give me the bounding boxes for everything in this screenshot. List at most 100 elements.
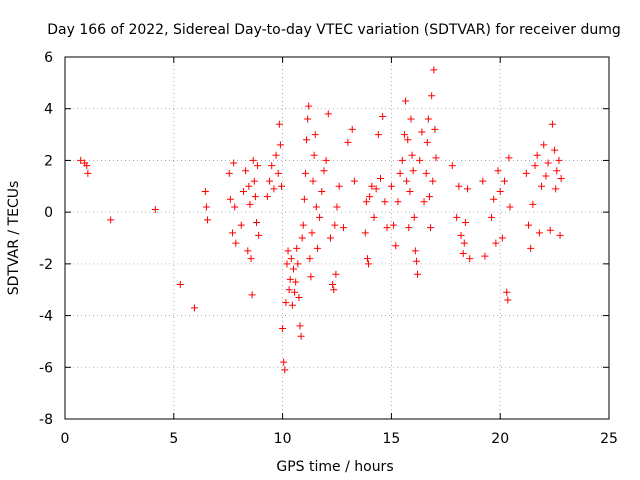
data-point <box>288 301 296 309</box>
x-tick-label: 20 <box>491 431 509 447</box>
data-point <box>303 136 311 144</box>
data-point <box>503 288 511 296</box>
data-point <box>300 195 308 203</box>
data-point <box>400 131 408 139</box>
data-point <box>556 231 564 239</box>
y-tick-label: -2 <box>39 257 53 273</box>
y-tick-labels: -8 -6 -4 -2 0 2 4 6 <box>39 50 53 428</box>
data-point <box>278 182 286 190</box>
data-point <box>254 162 262 170</box>
data-point <box>370 213 378 221</box>
data-point <box>313 244 321 252</box>
data-point <box>326 234 334 242</box>
data-point <box>407 115 415 123</box>
data-point <box>322 156 330 164</box>
data-point <box>379 112 387 120</box>
data-point <box>535 229 543 237</box>
data-point <box>427 224 435 232</box>
data-point <box>310 151 318 159</box>
data-point <box>77 156 85 164</box>
data-point <box>245 182 253 190</box>
data-point <box>506 203 514 211</box>
y-tick-label: 6 <box>44 50 53 66</box>
data-point <box>285 286 293 294</box>
data-point <box>320 167 328 175</box>
data-point <box>425 193 433 201</box>
data-point <box>538 182 546 190</box>
data-point <box>248 291 256 299</box>
x-tick-label: 0 <box>61 431 70 447</box>
data-point <box>487 213 495 221</box>
data-point <box>531 162 539 170</box>
data-point <box>404 136 412 144</box>
data-point <box>292 278 300 286</box>
data-point <box>546 226 554 234</box>
data-point <box>251 193 259 201</box>
data-point <box>527 244 535 252</box>
data-point <box>270 185 278 193</box>
data-point <box>553 167 561 175</box>
data-point <box>279 325 287 332</box>
data-point <box>412 257 420 265</box>
data-point <box>249 156 257 164</box>
data-point <box>409 167 417 175</box>
data-point <box>387 182 395 190</box>
data-point <box>383 224 391 232</box>
x-tick-labels: 0 5 10 15 20 25 <box>61 431 618 447</box>
data-point <box>363 255 371 263</box>
data-point <box>306 255 314 263</box>
data-point <box>423 138 431 146</box>
data-point <box>460 239 468 247</box>
data-point <box>557 175 565 183</box>
data-point <box>330 286 338 294</box>
data-point <box>403 177 411 185</box>
data-point <box>295 293 303 301</box>
data-point <box>311 131 319 139</box>
data-point <box>394 198 402 206</box>
data-point <box>402 97 410 105</box>
data-point <box>280 358 288 366</box>
data-point <box>255 231 263 239</box>
data-point <box>551 146 559 154</box>
y-axis-label: SDTVAR / TECUs <box>6 181 22 296</box>
data-point <box>293 244 301 252</box>
data-point <box>542 172 550 180</box>
data-point <box>374 131 382 139</box>
data-point <box>411 247 419 255</box>
data-point <box>466 255 474 263</box>
data-point <box>398 156 406 164</box>
data-point <box>479 177 487 185</box>
data-point <box>390 221 398 229</box>
data-point <box>291 288 299 296</box>
data-point <box>457 231 465 239</box>
data-point <box>289 265 297 273</box>
data-point <box>333 203 341 211</box>
data-point <box>286 275 294 283</box>
data-point <box>344 138 352 146</box>
data-point <box>299 221 307 229</box>
data-point <box>555 156 563 164</box>
data-point <box>501 177 509 185</box>
data-point <box>298 234 306 242</box>
y-tick-label: -4 <box>39 309 53 325</box>
data-point <box>307 273 315 281</box>
data-point <box>372 185 380 193</box>
x-tick-label: 5 <box>169 431 178 447</box>
data-point <box>272 151 280 159</box>
data-point <box>252 218 260 226</box>
data-point <box>377 175 385 183</box>
data-point <box>453 213 461 221</box>
data-point <box>505 154 513 162</box>
y-tick-label: 0 <box>44 205 53 221</box>
data-point <box>366 193 374 201</box>
data-point <box>544 159 552 167</box>
data-point <box>318 187 326 195</box>
data-point <box>331 221 339 229</box>
data-point <box>464 185 472 193</box>
data-point <box>329 281 337 289</box>
data-point <box>350 177 358 185</box>
axis-ticks <box>64 56 610 420</box>
data-point <box>308 229 316 237</box>
